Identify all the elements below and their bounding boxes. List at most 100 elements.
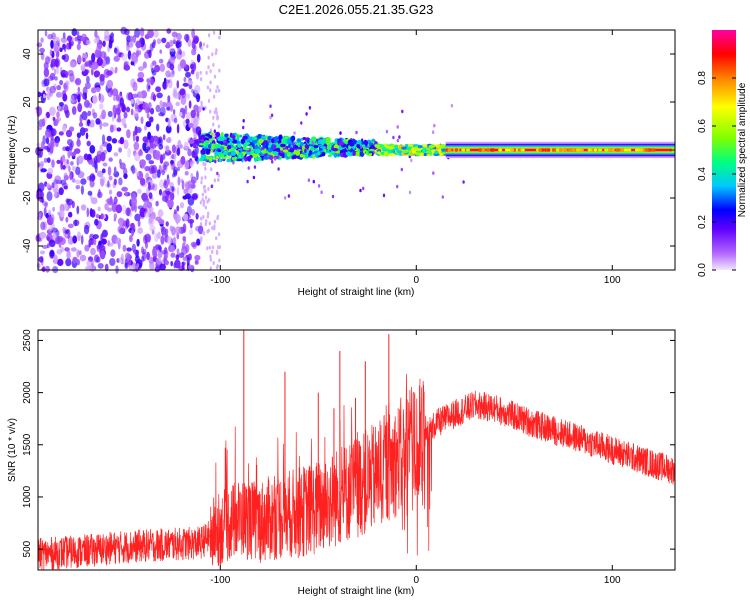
heat-cell <box>211 249 214 254</box>
heat-cell <box>112 104 117 114</box>
heat-cell <box>202 214 205 219</box>
heat-cell <box>209 266 212 271</box>
heat-cell <box>398 135 401 139</box>
heat-cell <box>173 91 180 100</box>
heat-cell <box>48 239 56 248</box>
heat-cell <box>206 229 209 234</box>
heat-cell <box>176 80 180 89</box>
heat-cell <box>286 152 291 158</box>
heat-cell <box>165 125 172 134</box>
heat-cell <box>593 148 598 152</box>
heat-cell <box>74 219 78 227</box>
heat-cell <box>171 173 176 178</box>
heat-cell <box>102 40 106 47</box>
heat-cell <box>131 93 139 99</box>
heat-cell <box>216 171 219 176</box>
heat-cell <box>200 148 205 155</box>
heat-cell <box>107 180 110 188</box>
heat-cell <box>213 178 217 183</box>
heat-cell <box>360 151 365 157</box>
heat-cell <box>439 144 446 148</box>
heat-cell <box>209 80 212 85</box>
heat-cell <box>62 32 66 39</box>
heat-cell <box>123 173 128 180</box>
heat-cell <box>69 150 73 157</box>
heat-cell <box>551 148 556 152</box>
heat-cell <box>144 200 148 206</box>
heat-cell <box>57 258 64 266</box>
snr-axes: -100 0 100 500 1000 1500 2000 2500 <box>22 329 675 586</box>
heat-cell <box>140 27 145 37</box>
heat-cell <box>411 150 417 154</box>
heat-cell <box>159 63 166 72</box>
heat-cell <box>331 194 335 199</box>
heat-cell <box>185 118 190 125</box>
heat-cell <box>126 44 130 52</box>
heat-cell <box>111 88 119 97</box>
heat-cell <box>401 146 408 150</box>
heat-cell <box>68 40 72 50</box>
heat-cell <box>253 165 257 169</box>
heat-cell <box>56 85 62 91</box>
heat-cell <box>321 151 326 157</box>
heat-cell <box>313 144 319 149</box>
heat-cell <box>36 42 43 48</box>
heat-cell <box>261 149 267 154</box>
heat-cell <box>149 206 154 214</box>
heat-cell <box>156 258 162 265</box>
heat-cell <box>167 95 171 103</box>
heat-cell <box>426 150 432 154</box>
heat-cell <box>194 254 201 261</box>
heat-cell <box>199 70 202 75</box>
heat-cell <box>280 143 286 148</box>
heat-cell <box>145 146 151 151</box>
heat-cell <box>244 156 248 162</box>
heat-cell <box>101 229 108 238</box>
heat-cell <box>86 140 91 147</box>
heat-cell <box>352 140 357 144</box>
heat-cell <box>65 80 70 85</box>
heat-cell <box>262 144 266 149</box>
heat-cell <box>115 204 123 214</box>
heat-cell <box>187 38 192 48</box>
heat-cell <box>300 142 304 147</box>
heat-cell <box>137 71 145 79</box>
heat-cell <box>146 113 150 119</box>
heat-cell <box>211 52 214 57</box>
heat-cell <box>156 123 160 132</box>
heat-cell <box>212 94 216 99</box>
heat-cell <box>153 30 159 38</box>
heat-cell <box>113 178 117 186</box>
heat-cell <box>57 104 61 111</box>
heat-cell <box>39 47 45 54</box>
heat-cell <box>58 187 64 196</box>
heat-cell <box>146 201 153 209</box>
heat-cell <box>59 79 64 86</box>
heat-cell <box>88 175 92 182</box>
heat-cell <box>261 157 264 161</box>
colorbar-tick-label: 0.6 <box>697 119 708 133</box>
heat-cell <box>83 99 90 108</box>
colorbar-tick-label: 0.4 <box>697 167 708 181</box>
y-tick-label: 0 <box>22 147 33 153</box>
heat-cell <box>136 238 140 247</box>
heat-cell <box>201 192 205 197</box>
heat-cell <box>204 105 207 110</box>
heat-cell <box>147 181 151 191</box>
heat-cell <box>329 152 332 156</box>
heat-cell <box>194 259 199 265</box>
heat-cell <box>45 111 51 119</box>
spectrogram-axes: -100 0 100 -40 -20 0 20 40 <box>22 30 675 286</box>
heat-cell <box>418 152 424 156</box>
heat-cell <box>136 263 140 268</box>
colorbar-gradient <box>712 30 736 270</box>
heat-cell <box>571 148 576 152</box>
heat-cell <box>304 148 307 154</box>
heat-cell <box>55 91 63 98</box>
heat-cell <box>133 249 140 255</box>
heat-cell <box>356 151 360 157</box>
heat-cell <box>38 256 44 263</box>
heat-cell <box>228 139 234 142</box>
heat-cell <box>219 146 225 151</box>
heat-cell <box>163 164 167 171</box>
